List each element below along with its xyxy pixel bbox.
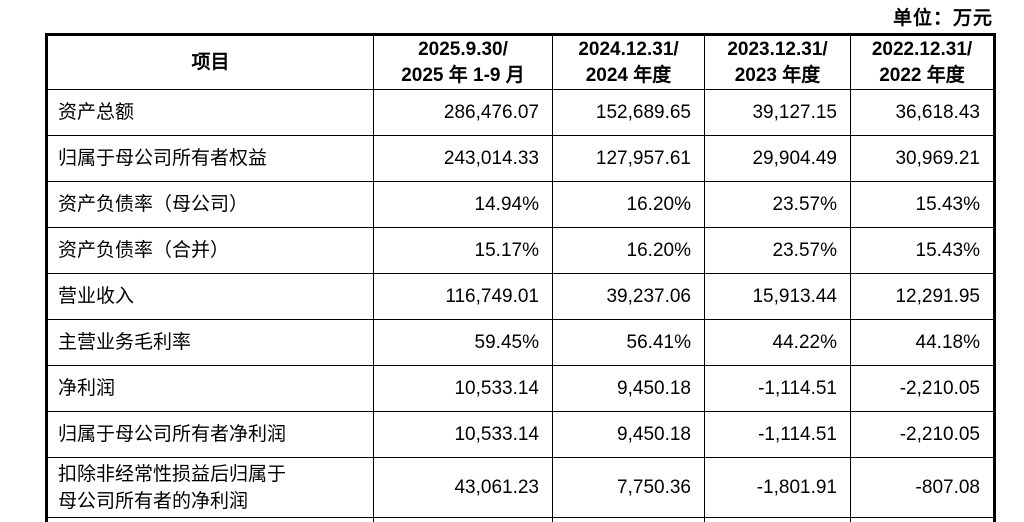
cell-value: -2,210.05 [850,411,995,458]
table-row: 资产负债率（母公司） 14.94% 16.20% 23.57% 15.43% [46,181,995,228]
row-label: 资产总额 [46,89,374,136]
table-row: 资产负债率（合并） 15.17% 16.20% 23.57% 15.43% [46,227,995,274]
cell-value: 29,904.49 [704,135,851,182]
header-period-2024: 2024.12.31/ 2024 年度 [552,34,705,90]
cell-value: 15,913.44 [704,273,851,320]
cell-value: 39,127.15 [704,89,851,136]
cell-value: 10,533.14 [373,411,553,458]
cell-value: -1,114.51 [704,411,851,458]
cell-value: -1,114.51 [704,365,851,412]
cell-value: 56.41% [552,319,705,366]
table-row: 营业收入 116,749.01 39,237.06 15,913.44 12,2… [46,273,995,320]
cell-value: 15.17% [373,227,553,274]
header-item: 项目 [46,34,374,90]
cell-value: 43,061.23 [373,457,553,518]
cell-value [704,517,851,522]
row-label: 归属于母公司所有者权益 [46,135,374,182]
table-row: 资产总额 286,476.07 152,689.65 39,127.15 36,… [46,89,995,136]
cell-value: 39,237.06 [552,273,705,320]
cell-value: 16.20% [552,181,705,228]
cell-value: 15.43% [850,227,995,274]
row-label: 归属于母公司所有者净利润 [46,411,374,458]
row-label: 扣除非经常性损益后归属于 母公司所有者的净利润 [46,457,374,518]
cell-value [850,517,995,522]
table-row: 归属于母公司所有者净利润 10,533.14 9,450.18 -1,114.5… [46,411,995,458]
row-label: 净利润 [46,365,374,412]
header-period-2023: 2023.12.31/ 2023 年度 [704,34,851,90]
cell-value: 9,450.18 [552,411,705,458]
unit-label: 单位：万元 [892,8,993,29]
header-period-2025: 2025.9.30/ 2025 年 1-9 月 [373,34,553,90]
cell-value: 10,533.14 [373,365,553,412]
table-row: 归属于母公司所有者权益 243,014.33 127,957.61 29,904… [46,135,995,182]
cell-value: 36,618.43 [850,89,995,136]
cell-value: 23.57% [704,181,851,228]
cell-value: 59.45% [373,319,553,366]
cell-value: 15.43% [850,181,995,228]
cell-value: 9,450.18 [552,365,705,412]
cell-value: 286,476.07 [373,89,553,136]
cell-value: 12,291.95 [850,273,995,320]
table-row: 扣除非经常性损益后归属于 母公司所有者的净利润 43,061.23 7,750.… [46,457,995,518]
cell-value: 116,749.01 [373,273,553,320]
row-label: 主营业务毛利率 [46,319,374,366]
cell-value: 7,750.36 [552,457,705,518]
cell-value: 16.20% [552,227,705,274]
cell-value [373,517,553,522]
cell-value: 152,689.65 [552,89,705,136]
row-label: 资产负债率（母公司） [46,181,374,228]
cell-value: 14.94% [373,181,553,228]
row-label: 营业收入 [46,273,374,320]
financial-summary-table: 项目 2025.9.30/ 2025 年 1-9 月 2024.12.31/ 2… [45,33,996,522]
cell-value [552,517,705,522]
table-row: 主营业务毛利率 59.45% 56.41% 44.22% 44.18% [46,319,995,366]
cell-value: 44.22% [704,319,851,366]
table-row-clipped [46,517,995,522]
cell-value: 30,969.21 [850,135,995,182]
row-label [46,517,374,522]
cell-value: 44.18% [850,319,995,366]
table-row: 净利润 10,533.14 9,450.18 -1,114.51 -2,210.… [46,365,995,412]
table-header-row: 项目 2025.9.30/ 2025 年 1-9 月 2024.12.31/ 2… [46,34,995,90]
cell-value: -2,210.05 [850,365,995,412]
row-label: 资产负债率（合并） [46,227,374,274]
cell-value: 243,014.33 [373,135,553,182]
cell-value: 23.57% [704,227,851,274]
cell-value: -807.08 [850,457,995,518]
header-period-2022: 2022.12.31/ 2022 年度 [850,34,995,90]
cell-value: -1,801.91 [704,457,851,518]
cell-value: 127,957.61 [552,135,705,182]
